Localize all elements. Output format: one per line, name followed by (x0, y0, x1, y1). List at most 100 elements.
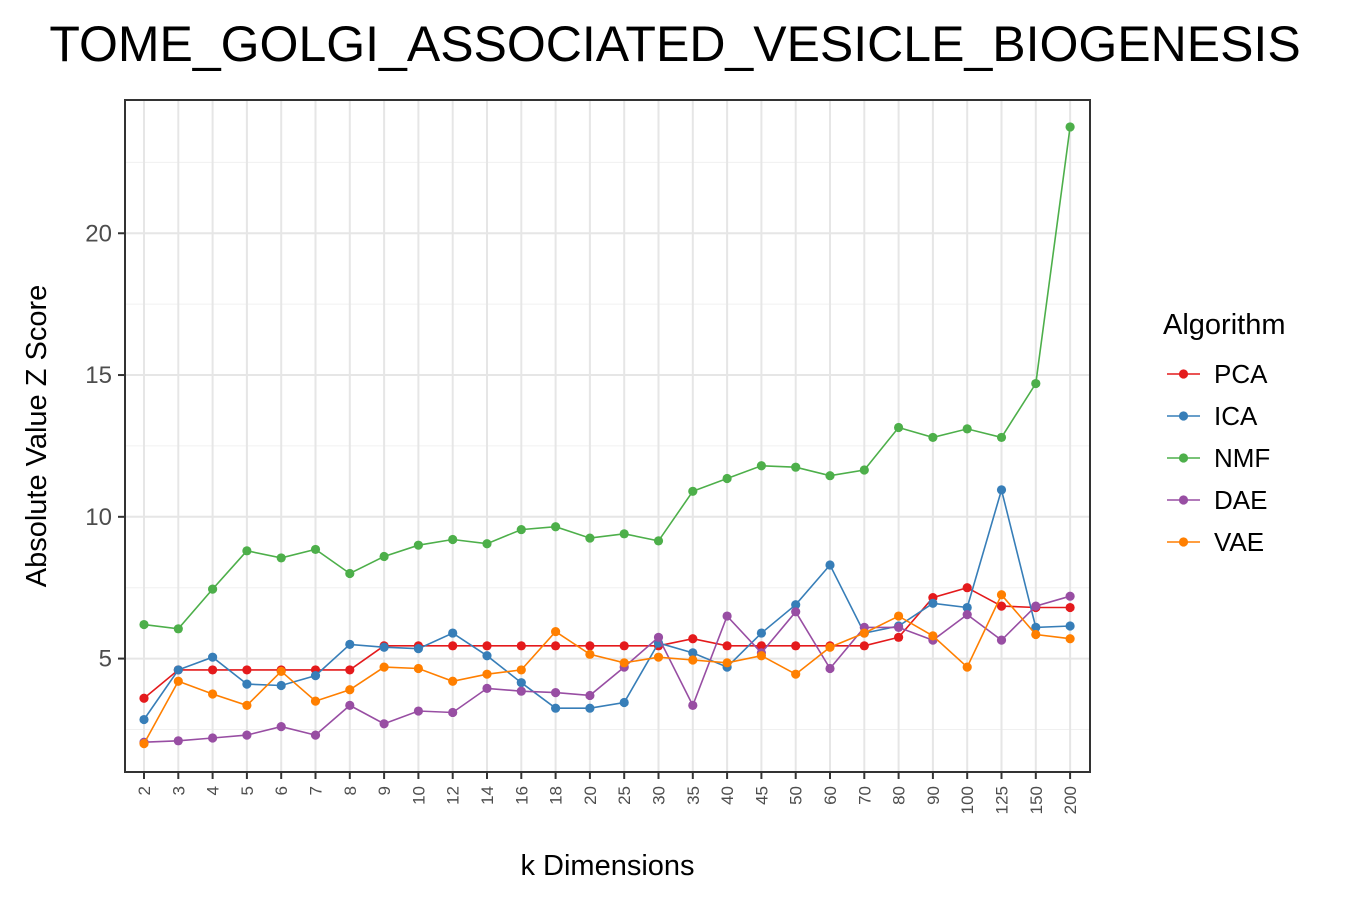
data-point-nmf (1031, 378, 1041, 389)
data-point-dae (962, 610, 972, 620)
data-point-dae (1065, 591, 1075, 601)
x-tick-label: 45 (752, 786, 771, 805)
data-point-dae (722, 611, 732, 621)
data-point-ica (1065, 621, 1075, 631)
x-tick-label: 80 (890, 786, 909, 805)
x-tick-label: 9 (375, 786, 394, 795)
data-point-dae (996, 635, 1007, 645)
y-tick-label: 20 (85, 220, 112, 247)
x-tick-label: 16 (512, 786, 531, 805)
legend-label-dae: DAE (1214, 485, 1267, 515)
data-point-vae (448, 676, 458, 686)
data-point-dae (551, 688, 561, 698)
data-point-vae (722, 658, 732, 668)
data-point-pca (756, 641, 767, 651)
data-point-nmf (996, 432, 1007, 443)
data-point-pca (345, 665, 355, 675)
data-point-nmf (448, 534, 458, 545)
data-point-vae (516, 665, 526, 675)
legend-title: Algorithm (1163, 309, 1286, 341)
y-axis-title: Absolute Value Z Score (21, 285, 53, 588)
legend-items: PCA ICA NMF DAE VAE (1167, 359, 1270, 557)
x-tick-label: 18 (547, 786, 566, 805)
data-point-vae (791, 669, 801, 679)
data-point-nmf (585, 533, 595, 543)
legend-key-point (1178, 411, 1189, 421)
data-point-vae (173, 676, 183, 686)
data-point-pca (894, 632, 904, 642)
data-point-dae (791, 607, 801, 617)
data-point-nmf (276, 553, 286, 563)
data-point-nmf (962, 424, 972, 434)
data-point-pca (962, 583, 972, 593)
data-point-ica (208, 652, 218, 662)
legend-item-vae: VAE (1167, 527, 1264, 557)
data-point-ica (962, 602, 972, 613)
x-tick-label: 150 (1027, 786, 1046, 814)
data-point-ica (379, 642, 389, 652)
data-point-vae (619, 658, 629, 668)
x-tick-label: 6 (272, 786, 291, 795)
data-point-dae (276, 722, 286, 732)
legend-key-point (1178, 537, 1189, 547)
data-point-vae (276, 666, 286, 676)
data-point-vae (688, 655, 698, 665)
x-tick-label: 4 (204, 786, 223, 795)
data-point-dae (482, 683, 492, 693)
data-point-dae (585, 690, 595, 701)
y-tick-label: 15 (85, 362, 112, 389)
data-point-dae (379, 719, 389, 729)
data-point-nmf (1065, 122, 1075, 132)
x-tick-label: 20 (581, 786, 600, 805)
x-tick-label: 14 (478, 786, 497, 805)
data-point-pca (859, 641, 869, 651)
data-point-ica (516, 678, 526, 688)
data-point-vae (208, 689, 218, 699)
data-point-nmf (894, 422, 904, 433)
data-point-vae (894, 611, 904, 621)
data-point-dae (516, 686, 526, 696)
x-tick-label: 60 (821, 786, 840, 805)
legend-label-ica: ICA (1214, 401, 1258, 431)
data-point-nmf (756, 461, 767, 471)
data-point-vae (585, 649, 595, 659)
x-tick-label: 5 (238, 786, 257, 795)
data-point-vae (825, 642, 835, 652)
data-point-nmf (482, 539, 492, 549)
x-tick-label: 8 (341, 786, 360, 795)
data-point-dae (825, 663, 835, 674)
data-point-dae (894, 622, 904, 632)
data-point-vae (1065, 634, 1075, 644)
data-point-pca (688, 634, 698, 644)
x-tick-label: 12 (444, 786, 463, 805)
data-point-nmf (619, 529, 629, 539)
series-ica (139, 485, 1075, 725)
data-point-dae (413, 706, 423, 716)
data-point-dae (1031, 601, 1041, 611)
data-point-nmf (173, 624, 183, 634)
x-tick-label: 70 (855, 786, 874, 805)
series-line-nmf (143, 126, 1071, 630)
data-point-pca (619, 641, 629, 651)
data-point-ica (619, 697, 629, 708)
x-tick-label: 30 (650, 786, 669, 805)
data-point-dae (688, 700, 698, 710)
data-point-vae (1031, 629, 1041, 640)
data-point-ica (825, 560, 835, 570)
plot-background (125, 100, 1090, 772)
x-tick-label: 10 (409, 786, 428, 805)
chart-title: TOME_GOLGI_ASSOCIATED_VESICLE_BIOGENESIS (49, 16, 1301, 72)
data-point-pca (1065, 602, 1075, 613)
data-point-ica (996, 485, 1007, 495)
data-point-nmf (688, 486, 698, 496)
data-point-ica (448, 628, 458, 638)
data-point-pca (208, 665, 218, 675)
data-point-nmf (379, 551, 389, 562)
series-line-vae (143, 593, 1071, 744)
y-tick-label: 5 (99, 646, 112, 673)
data-point-nmf (825, 471, 835, 481)
data-point-vae (551, 627, 561, 637)
data-point-nmf (208, 584, 218, 594)
